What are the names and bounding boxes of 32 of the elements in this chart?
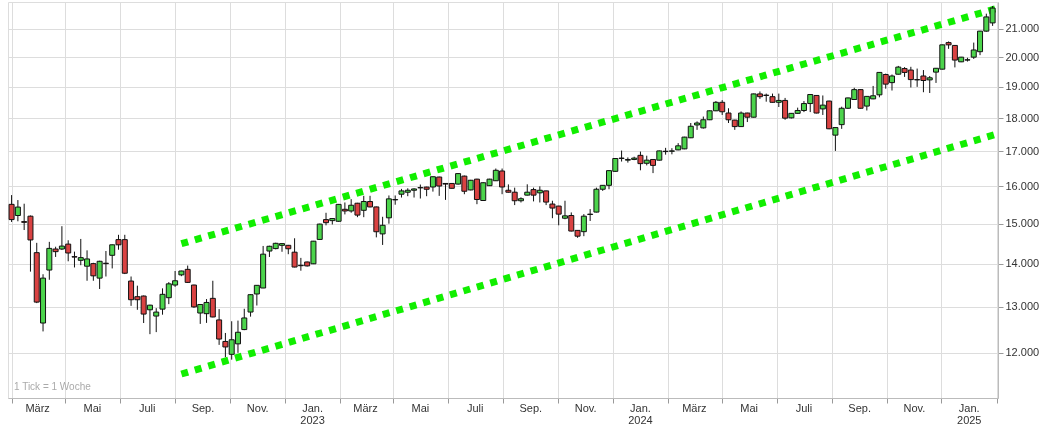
x-tick-label: Mai bbox=[740, 402, 759, 414]
candlestick bbox=[216, 308, 223, 346]
x-tick-label: März bbox=[353, 402, 378, 414]
y-tick-label: 18.000 bbox=[1005, 111, 1040, 124]
candlestick bbox=[153, 307, 160, 333]
y-tick-label: 16.000 bbox=[1005, 179, 1040, 192]
x-tick-label: Juli bbox=[795, 402, 813, 414]
x-tick-label: Juli bbox=[466, 402, 484, 414]
x-tick-label: Sep. bbox=[519, 402, 543, 414]
y-tick-label: 20.000 bbox=[1005, 50, 1040, 63]
y-tick-label: 12.000 bbox=[1005, 346, 1040, 359]
x-tick-label: März bbox=[682, 402, 707, 414]
x-tick-label: Sep. bbox=[191, 402, 215, 414]
x-tick-label: Jan. 2025 bbox=[957, 402, 982, 424]
y-tick-label: 19.000 bbox=[1005, 80, 1040, 93]
x-tick-label: Juli bbox=[138, 402, 156, 414]
x-tick-label: Nov. bbox=[903, 402, 926, 414]
y-tick-label: 21.000 bbox=[1005, 22, 1040, 35]
x-tick-label: Mai bbox=[83, 402, 102, 414]
annotation: 1 Tick = 1 Woche bbox=[14, 381, 92, 392]
x-tick-label: Sep. bbox=[848, 402, 871, 414]
y-tick-label: 14.000 bbox=[1005, 257, 1040, 270]
x-tick-label: Nov. bbox=[574, 402, 597, 414]
x-tick-label: März bbox=[25, 402, 50, 414]
y-tick-label: 15.000 bbox=[1005, 217, 1040, 230]
y-tick-label: 13.000 bbox=[1005, 300, 1040, 313]
x-tick-label: Nov. bbox=[246, 402, 269, 414]
x-tick-label: Jan. 2024 bbox=[628, 402, 653, 424]
candlestick bbox=[587, 208, 594, 222]
x-tick-label: Mai bbox=[411, 402, 430, 414]
x-tick-label: Jan. 2023 bbox=[300, 402, 325, 424]
y-tick-label: 17.000 bbox=[1005, 144, 1040, 157]
